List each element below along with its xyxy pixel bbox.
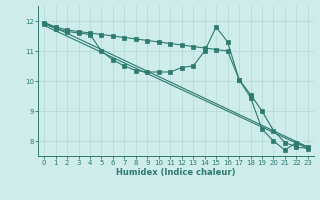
X-axis label: Humidex (Indice chaleur): Humidex (Indice chaleur): [116, 168, 236, 177]
